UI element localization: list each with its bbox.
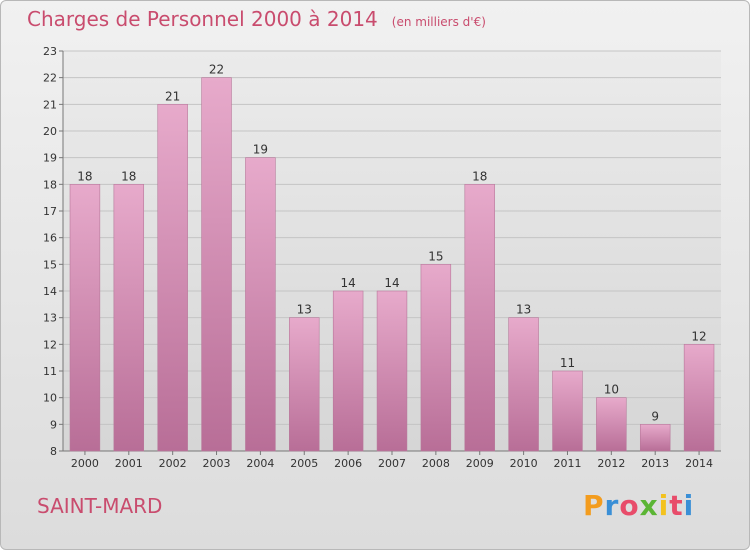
bar-value-label: 18 (472, 169, 487, 183)
bar-value-label: 22 (209, 63, 224, 77)
x-tick-label: 2009 (466, 457, 494, 470)
x-tick-label: 2011 (553, 457, 581, 470)
x-tick-label: 2001 (115, 457, 143, 470)
bar-value-label: 18 (121, 169, 136, 183)
y-tick-label: 19 (43, 152, 57, 165)
chart-title-text: Charges de Personnel 2000 à 2014 (27, 7, 378, 31)
y-tick-label: 20 (43, 125, 57, 138)
x-tick-label: 2002 (159, 457, 187, 470)
y-tick-label: 13 (43, 312, 57, 325)
bar (683, 344, 715, 452)
y-tick-label: 22 (43, 72, 57, 85)
bar (69, 184, 101, 452)
bar-value-label: 12 (691, 329, 706, 343)
y-tick-label: 16 (43, 232, 57, 245)
bar (245, 157, 276, 452)
bar (596, 397, 627, 452)
logo-letter: r (604, 489, 620, 522)
chart-unit: (en milliers d'€) (391, 15, 486, 29)
bar-value-label: 13 (297, 303, 312, 317)
bar-value-label: 11 (560, 356, 575, 370)
bar (201, 77, 232, 452)
y-tick-label: 10 (43, 392, 57, 405)
x-tick-label: 2000 (71, 457, 99, 470)
bar (552, 370, 583, 452)
x-tick-label: 2013 (641, 457, 669, 470)
bar (639, 424, 671, 452)
x-tick-label: 2003 (203, 457, 231, 470)
y-tick-label: 17 (43, 205, 57, 218)
x-tick-label: 2010 (510, 457, 538, 470)
bar (332, 290, 364, 452)
y-tick-label: 15 (43, 258, 57, 271)
y-tick-label: 14 (43, 285, 57, 298)
bar (157, 104, 188, 452)
x-tick-label: 2012 (597, 457, 625, 470)
y-tick-label: 12 (43, 338, 57, 351)
y-tick-label: 11 (43, 365, 57, 378)
x-tick-label: 2008 (422, 457, 450, 470)
bar-value-label: 18 (77, 169, 92, 183)
x-tick-label: 2006 (334, 457, 362, 470)
bar-value-label: 21 (165, 89, 180, 103)
bar-value-label: 10 (604, 383, 619, 397)
bar (113, 184, 145, 452)
y-tick-label: 21 (43, 98, 57, 111)
logo-letter: P (583, 489, 605, 522)
bar-value-label: 9 (651, 409, 659, 423)
logo-letter: i (683, 489, 695, 522)
bar-value-label: 13 (516, 303, 531, 317)
bar-value-label: 19 (253, 143, 268, 157)
logo-letter: x (639, 489, 659, 522)
x-tick-label: 2005 (290, 457, 318, 470)
bar-value-label: 15 (428, 249, 443, 263)
bar (420, 264, 452, 452)
logo-letter: i (658, 489, 670, 522)
logo-letter: t (669, 489, 684, 522)
logo-letter: o (619, 489, 640, 522)
y-tick-label: 8 (50, 445, 57, 458)
x-tick-label: 2007 (378, 457, 406, 470)
x-tick-label: 2004 (246, 457, 274, 470)
commune-name: SAINT-MARD (37, 494, 163, 518)
bar (376, 290, 408, 452)
bar-value-label: 14 (384, 276, 399, 290)
y-tick-label: 9 (50, 418, 57, 431)
x-tick-label: 2014 (685, 457, 713, 470)
bar (508, 317, 539, 452)
y-tick-label: 18 (43, 178, 57, 191)
chart-title: Charges de Personnel 2000 à 2014 (en mill… (27, 7, 486, 31)
bar (289, 317, 320, 452)
bar-value-label: 14 (340, 276, 355, 290)
y-tick-label: 23 (43, 45, 57, 58)
proxiti-logo: Proxiti (583, 489, 694, 522)
bar (464, 184, 495, 452)
